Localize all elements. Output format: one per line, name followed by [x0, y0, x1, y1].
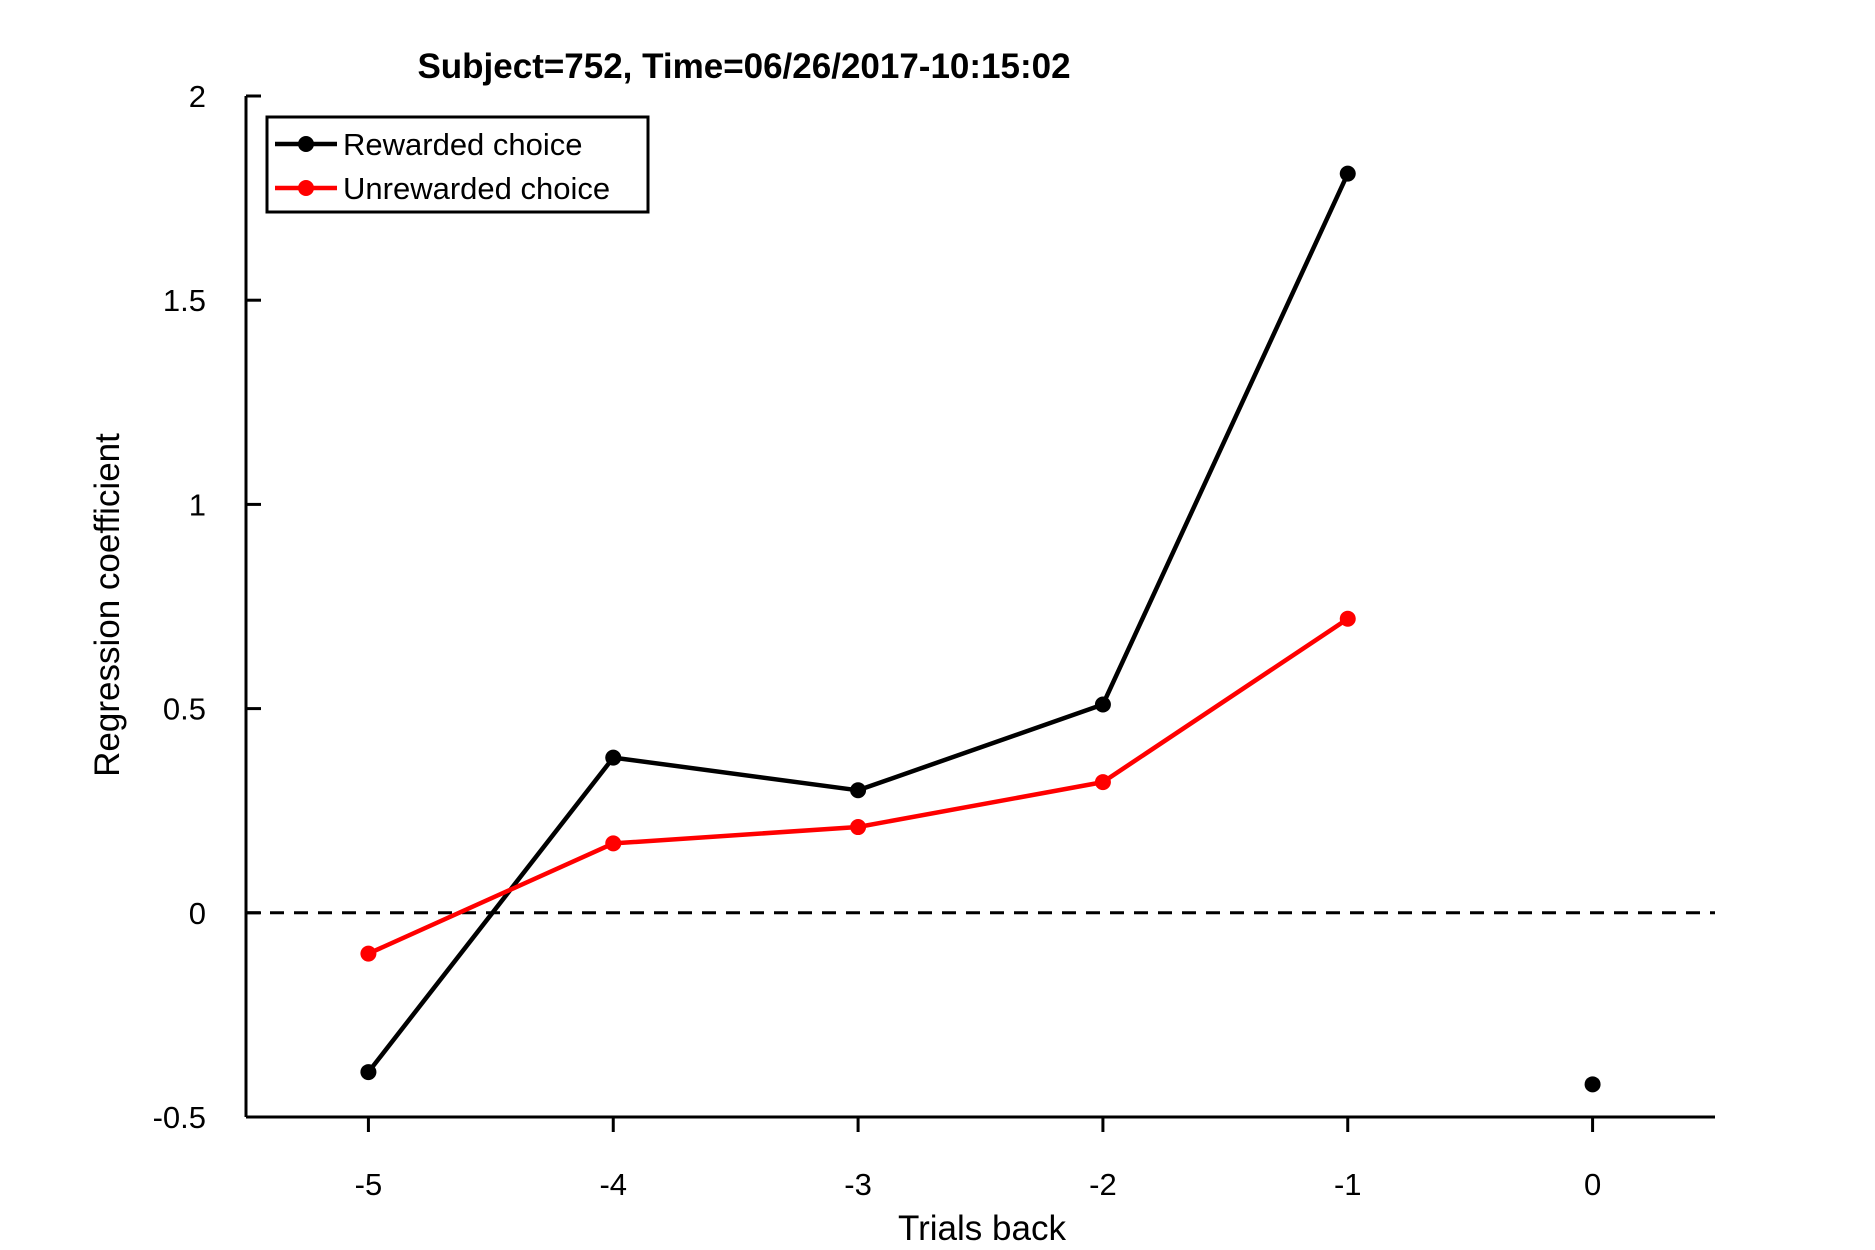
series-2-point-2 — [605, 835, 622, 852]
series-1-point-1 — [360, 1064, 377, 1081]
extra-point-1 — [1584, 1076, 1601, 1093]
series-2-point-1 — [360, 945, 377, 962]
chart-title: Subject=752, Time=06/26/2017-10:15:02 — [417, 47, 1070, 86]
x-tick-label-5: -1 — [1334, 1167, 1362, 1202]
series-1-point-3 — [850, 782, 867, 799]
x-tick-label-2: -4 — [599, 1167, 627, 1202]
legend-label-1: Rewarded choice — [343, 127, 583, 162]
plot-area — [246, 165, 1715, 1093]
y-tick-label-4: 1 — [189, 487, 206, 522]
axes — [244, 96, 1715, 1119]
series-2-point-5 — [1339, 610, 1356, 627]
y-tick-label-5: 1.5 — [163, 283, 206, 318]
x-ticks: -5 -4 -3 -2 -1 0 — [355, 1117, 1601, 1202]
legend-marker-2 — [298, 180, 314, 196]
y-tick-label-6: 2 — [189, 79, 206, 114]
x-tick-label-1: -5 — [355, 1167, 383, 1202]
series-2-point-4 — [1094, 774, 1111, 791]
series-1-point-2 — [605, 749, 622, 766]
legend: Rewarded choice Unrewarded choice — [265, 115, 650, 214]
x-tick-label-3: -3 — [844, 1167, 872, 1202]
series-1-point-5 — [1339, 165, 1356, 182]
y-tick-label-2: 0 — [189, 896, 206, 931]
y-ticks: -0.5 0 0.5 1 1.5 2 — [153, 79, 261, 1135]
legend-label-2: Unrewarded choice — [343, 171, 610, 206]
series-line-1 — [366, 172, 1350, 1074]
y-tick-label-1: -0.5 — [153, 1100, 206, 1135]
legend-box — [265, 115, 650, 214]
x-tick-label-6: 0 — [1584, 1167, 1601, 1202]
series-1-point-4 — [1094, 696, 1111, 713]
y-axis-label: Regression coefficient — [88, 433, 127, 777]
legend-marker-1 — [298, 136, 314, 152]
x-axis-label: Trials back — [898, 1209, 1066, 1248]
series-2-point-3 — [850, 819, 867, 836]
y-tick-label-3: 0.5 — [163, 692, 206, 727]
x-tick-label-4: -2 — [1089, 1167, 1117, 1202]
